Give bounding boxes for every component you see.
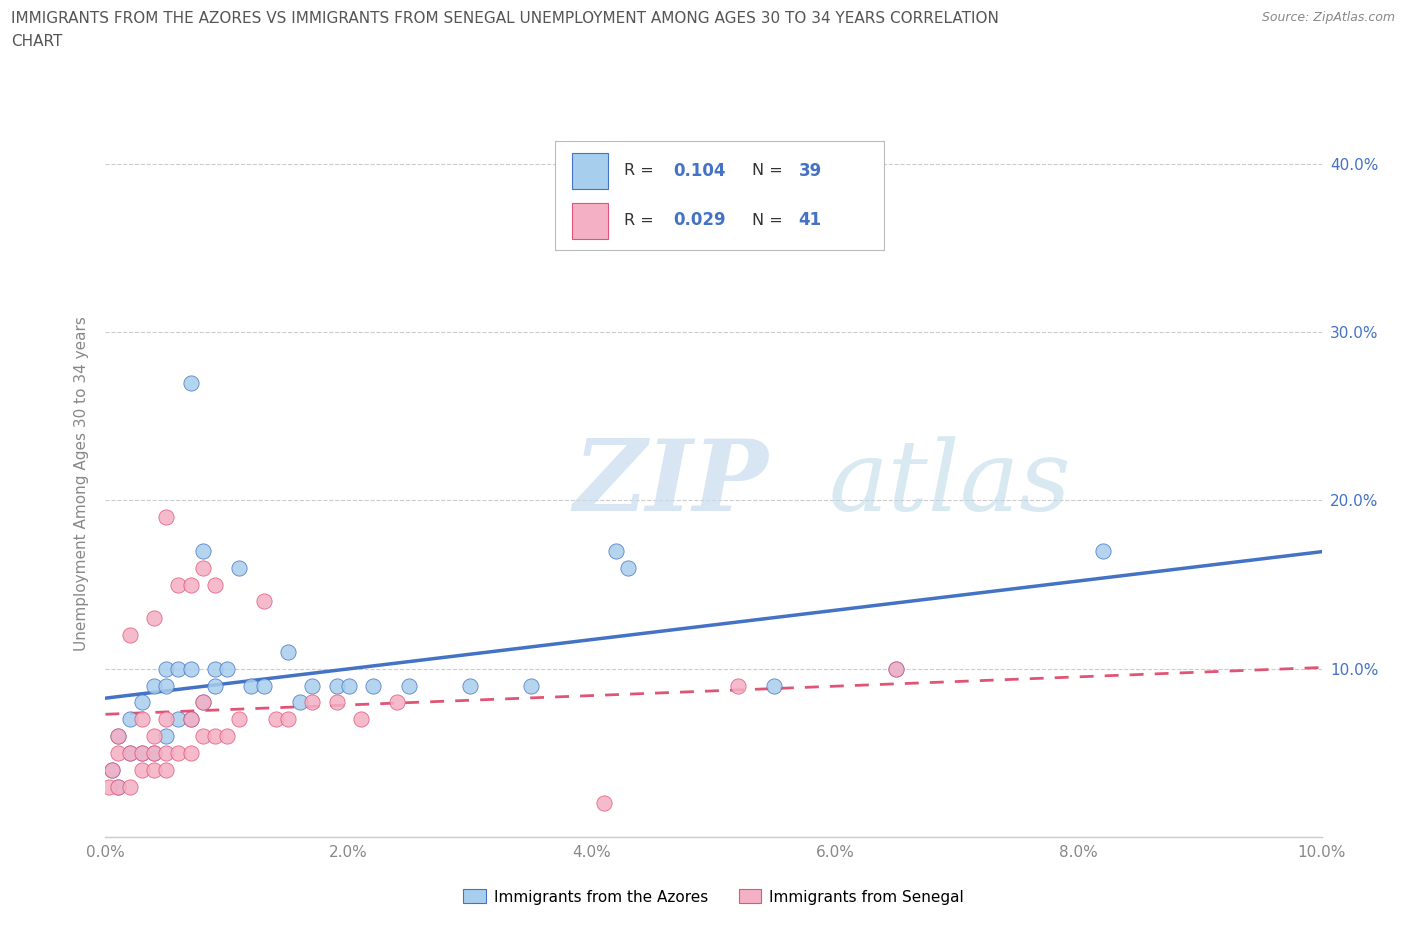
Point — [277, 644, 299, 659]
Point — [325, 678, 347, 693]
Point — [252, 594, 274, 609]
Point — [143, 746, 166, 761]
Point — [118, 711, 141, 726]
Point — [155, 678, 177, 693]
Point — [727, 678, 749, 693]
Point — [100, 763, 122, 777]
Text: IMMIGRANTS FROM THE AZORES VS IMMIGRANTS FROM SENEGAL UNEMPLOYMENT AMONG AGES 30: IMMIGRANTS FROM THE AZORES VS IMMIGRANTS… — [11, 11, 1000, 26]
Point — [191, 695, 214, 710]
Point — [884, 661, 907, 676]
Point — [228, 560, 250, 575]
Text: ZIP: ZIP — [574, 435, 769, 532]
Point — [107, 728, 129, 743]
Point — [155, 763, 177, 777]
Point — [155, 711, 177, 726]
Point — [118, 628, 141, 643]
Point — [180, 661, 202, 676]
Point — [131, 695, 153, 710]
Point — [167, 711, 190, 726]
Point — [155, 746, 177, 761]
Point — [131, 746, 153, 761]
Point — [180, 375, 202, 390]
Point — [143, 678, 166, 693]
Point — [301, 695, 323, 710]
Point — [155, 661, 177, 676]
Point — [191, 695, 214, 710]
Point — [301, 678, 323, 693]
Point — [1091, 543, 1114, 558]
Text: CHART: CHART — [11, 34, 63, 49]
Point — [288, 695, 311, 710]
Point — [191, 560, 214, 575]
Point — [167, 661, 190, 676]
Point — [131, 746, 153, 761]
Point — [167, 746, 190, 761]
Point — [593, 796, 616, 811]
Point — [143, 763, 166, 777]
Point — [325, 695, 347, 710]
Point — [617, 560, 640, 575]
Point — [204, 661, 226, 676]
Point — [228, 711, 250, 726]
Point — [398, 678, 420, 693]
Point — [98, 779, 121, 794]
Point — [884, 661, 907, 676]
Point — [204, 728, 226, 743]
Point — [337, 678, 360, 693]
Point — [131, 763, 153, 777]
Point — [605, 543, 627, 558]
Point — [180, 746, 202, 761]
Point — [252, 678, 274, 693]
Point — [155, 510, 177, 525]
Point — [180, 711, 202, 726]
Text: Source: ZipAtlas.com: Source: ZipAtlas.com — [1261, 11, 1395, 24]
Point — [107, 728, 129, 743]
Point — [763, 678, 786, 693]
Point — [204, 678, 226, 693]
Point — [180, 711, 202, 726]
Point — [118, 746, 141, 761]
Point — [217, 661, 239, 676]
Point — [520, 678, 543, 693]
Point — [217, 728, 239, 743]
Point — [180, 578, 202, 592]
Point — [264, 711, 287, 726]
Point — [167, 578, 190, 592]
Point — [240, 678, 263, 693]
Point — [143, 728, 166, 743]
Point — [458, 678, 481, 693]
Y-axis label: Unemployment Among Ages 30 to 34 years: Unemployment Among Ages 30 to 34 years — [75, 316, 90, 651]
Point — [131, 711, 153, 726]
Point — [143, 611, 166, 626]
Point — [107, 746, 129, 761]
Point — [118, 746, 141, 761]
Point — [191, 728, 214, 743]
Point — [100, 763, 122, 777]
Point — [107, 779, 129, 794]
Point — [143, 746, 166, 761]
Point — [387, 695, 409, 710]
Legend: Immigrants from the Azores, Immigrants from Senegal: Immigrants from the Azores, Immigrants f… — [457, 884, 970, 910]
Point — [350, 711, 373, 726]
Point — [277, 711, 299, 726]
Text: atlas: atlas — [830, 436, 1071, 531]
Point — [204, 578, 226, 592]
Point — [155, 728, 177, 743]
Point — [361, 678, 384, 693]
Point — [118, 779, 141, 794]
Point — [191, 543, 214, 558]
Point — [107, 779, 129, 794]
